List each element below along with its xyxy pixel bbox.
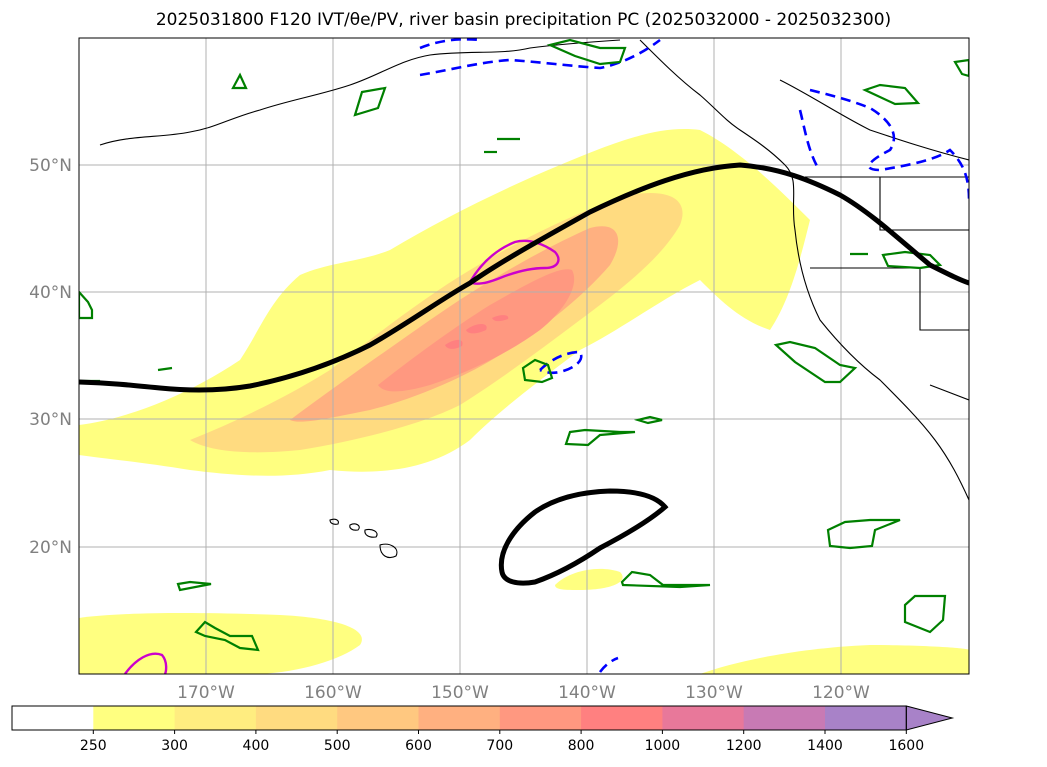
graticule — [79, 38, 969, 674]
colorbar-tick-label: 250 — [80, 738, 107, 754]
latitude-labels: 50°N 40°N 30°N 20°N — [29, 156, 72, 558]
colorbar-tick-label: 800 — [568, 738, 595, 754]
lat-label-20: 20°N — [29, 538, 72, 558]
lon-label-140w: 140°W — [558, 683, 616, 703]
colorbar-segment — [662, 706, 745, 730]
hawaii-islands — [329, 518, 398, 559]
colorbar-segment — [499, 706, 582, 730]
colorbar-tick-label: 400 — [243, 738, 270, 754]
lat-label-50: 50°N — [29, 156, 72, 176]
ivt-shading-low-southeast — [700, 645, 969, 674]
theta-e-contours — [79, 162, 969, 586]
lon-label-160w: 160°W — [304, 683, 362, 703]
lat-label-40: 40°N — [29, 283, 72, 303]
colorbar-outline — [11, 705, 907, 731]
plot-area — [79, 38, 969, 674]
map-title: 2025031800 F120 IVT/θe/PV, river basin p… — [155, 10, 892, 30]
colorbar-segment — [825, 706, 907, 730]
colorbar-tick-label: 1400 — [807, 738, 843, 754]
colorbar-tick-label: 600 — [405, 738, 432, 754]
colorbar-segment — [337, 706, 419, 730]
lon-label-170w: 170°W — [177, 683, 235, 703]
colorbar-segment — [174, 706, 257, 730]
ivt-shading-low-south — [79, 613, 362, 674]
pv-dashed-contours — [419, 38, 969, 673]
ivt-shading-low-small — [555, 568, 623, 590]
colorbar-tick-label: 1600 — [888, 738, 924, 754]
colorbar-segment — [93, 706, 176, 730]
pv-magenta-contours — [124, 239, 560, 674]
longitude-labels: 170°W 160°W 150°W 140°W 130°W 120°W — [177, 683, 870, 703]
lat-label-30: 30°N — [29, 410, 72, 430]
lon-label-130w: 130°W — [685, 683, 743, 703]
coastlines — [99, 39, 969, 501]
colorbar-segment — [12, 706, 94, 730]
map-frame — [78, 37, 970, 675]
lon-label-120w: 120°W — [812, 683, 870, 703]
colorbar-tick-label: 1200 — [726, 738, 762, 754]
colorbar-segment — [743, 706, 826, 730]
colorbar-tick-label: 300 — [161, 738, 188, 754]
colorbar: 250 300 400 500 600 700 800 1000 1200 1400 1600 — [11, 705, 955, 754]
colorbar-segment — [581, 706, 663, 730]
colorbar-extend-arrow — [905, 705, 955, 731]
river-basin-outlines — [79, 38, 969, 652]
colorbar-segment — [418, 706, 501, 730]
colorbar-tick-label: 500 — [324, 738, 351, 754]
colorbar-tick-label: 700 — [486, 738, 513, 754]
colorbar-segment — [255, 706, 338, 730]
ivt-shading-max — [445, 315, 509, 349]
ivt-shading-high — [290, 226, 619, 422]
colorbar-tick-label: 1000 — [645, 738, 681, 754]
lon-label-150w: 150°W — [431, 683, 489, 703]
